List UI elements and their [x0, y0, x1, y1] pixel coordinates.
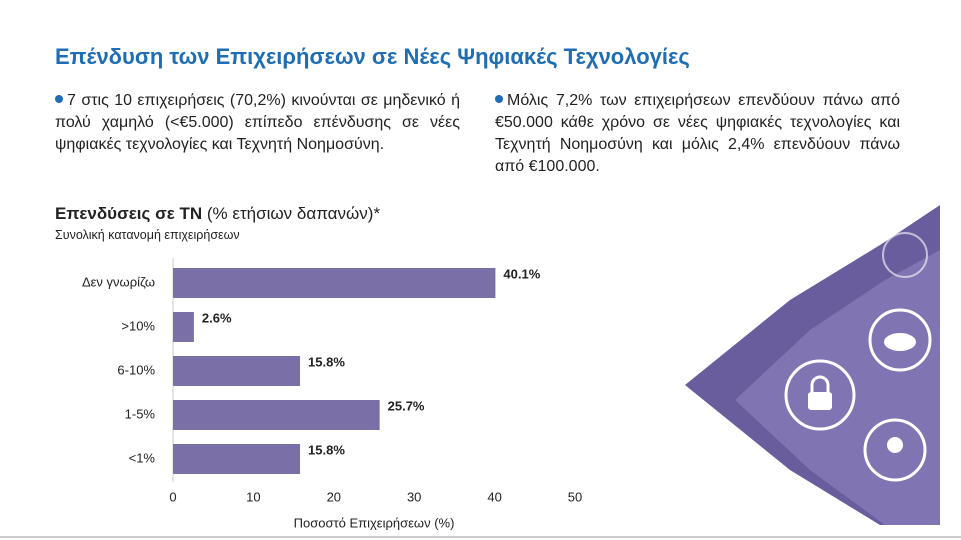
x-tick-label: 40 [487, 489, 501, 504]
x-tick-label: 30 [407, 489, 421, 504]
x-tick-label: 50 [568, 489, 582, 504]
decoration [0, 205, 961, 538]
bullet: 7 στις 10 επιχειρήσεις (70,2%) κινούνται… [55, 90, 460, 156]
value-label: 40.1% [503, 266, 540, 281]
bullet-text: Μόλις 7,2% των επιχειρήσεων επενδύουν πά… [495, 92, 900, 175]
bar [173, 268, 496, 298]
bar [173, 312, 194, 342]
value-label: 15.8% [308, 354, 345, 369]
bullet: Μόλις 7,2% των επιχειρήσεων επενδύουν πά… [495, 90, 900, 178]
bar [173, 400, 380, 430]
slide-title: Επένδυση των Επιχειρήσεων σε Νέες Ψηφιακ… [55, 44, 690, 69]
y-tick-label: <1% [129, 450, 156, 465]
chart-title-main: Επενδύσεις σε ΤΝ [55, 204, 203, 223]
value-label: 2.6% [202, 310, 232, 325]
y-tick-label: 1-5% [125, 406, 156, 421]
value-label: 15.8% [308, 442, 345, 457]
value-label: 25.7% [388, 398, 425, 413]
chart-title-note: (% ετήσιων δαπανών)* [206, 204, 381, 223]
chart-subtitle: Συνολική κατανομή επιχειρήσεων [55, 228, 240, 242]
x-axis-label: Ποσοστό Επιχειρήσεων (%) [294, 515, 455, 530]
x-tick-label: 10 [246, 489, 260, 504]
x-tick-label: 0 [169, 489, 176, 504]
y-tick-label: >10% [121, 318, 155, 333]
x-tick-label: 20 [327, 489, 341, 504]
y-tick-label: Δεν γνωρίζω [82, 274, 155, 289]
y-tick-label: 6-10% [117, 362, 155, 377]
bar [173, 356, 301, 386]
bullet-text: 7 στις 10 επιχειρήσεις (70,2%) κινούνται… [55, 92, 460, 153]
chart-title: Επενδύσεις σε ΤΝ (% ετήσιων δαπανών)* [55, 204, 380, 224]
bar [173, 444, 301, 474]
